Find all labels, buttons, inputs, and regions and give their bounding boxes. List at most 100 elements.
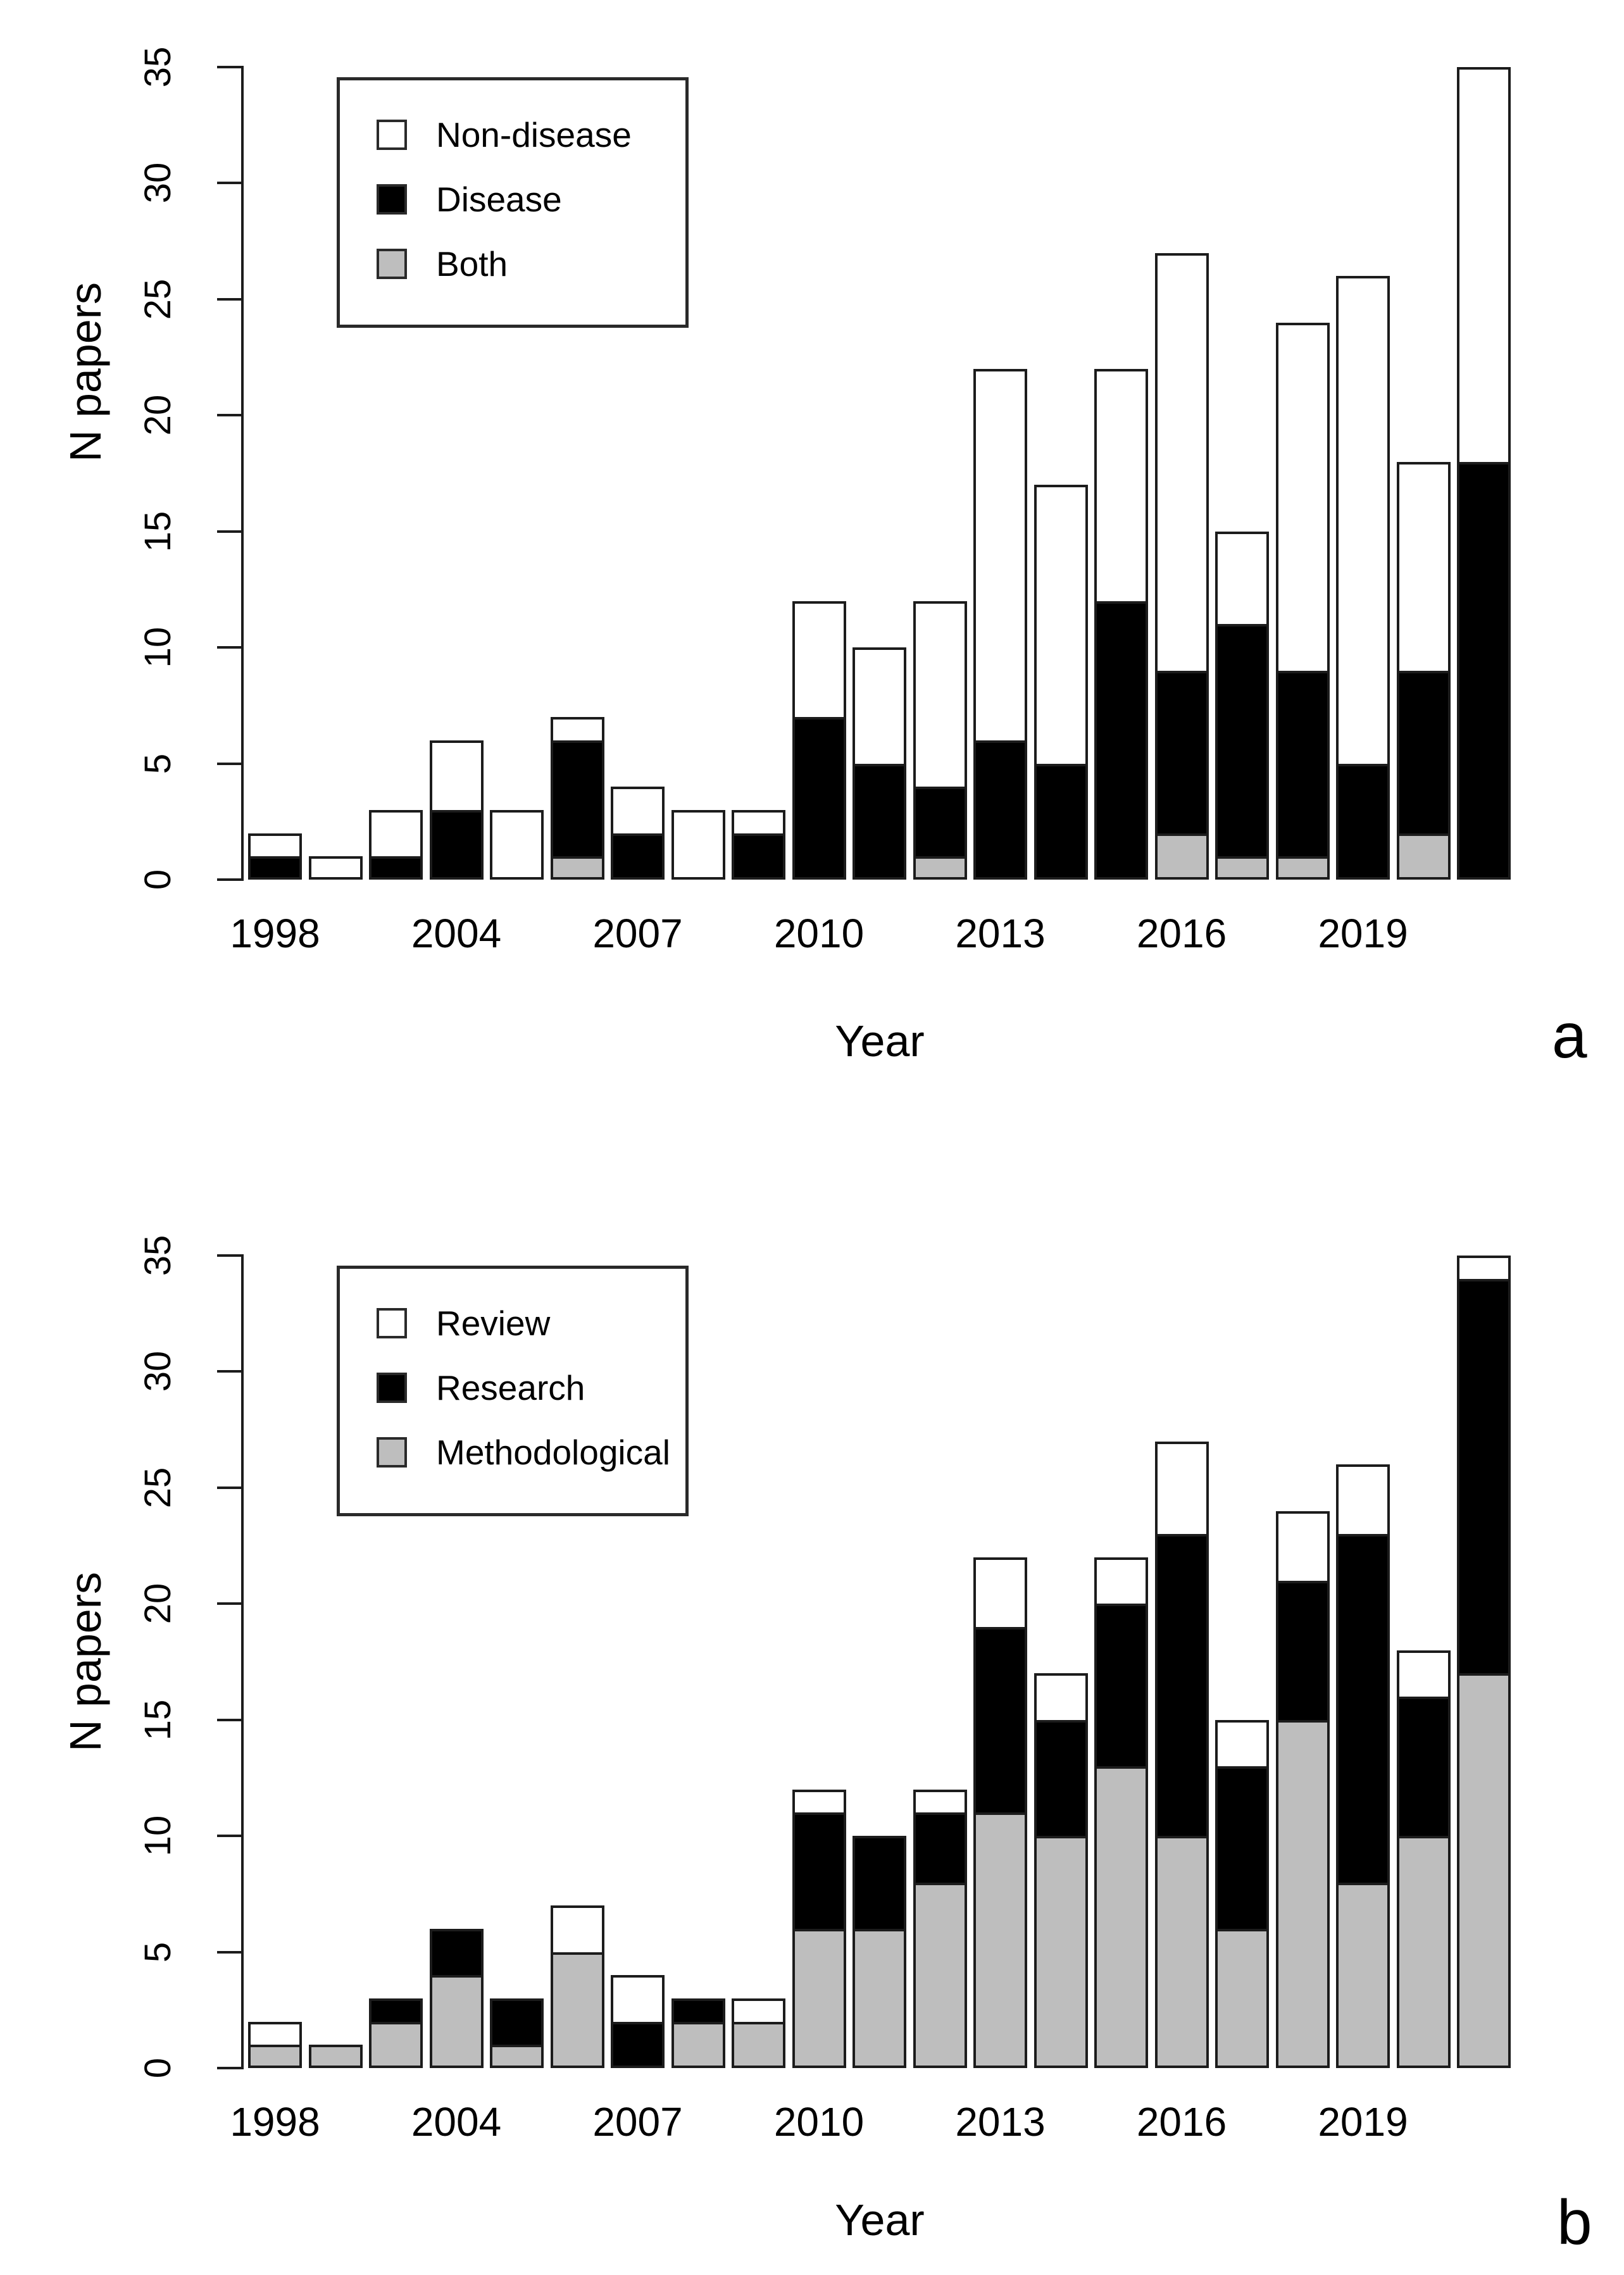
legend-swatch-disease xyxy=(377,184,407,215)
bar-segment-methodological xyxy=(671,2021,725,2068)
x-tick-label: 2004 xyxy=(411,2099,502,2145)
bar-segment-review xyxy=(1094,1557,1148,1607)
legend-a: Non-disease Disease Both xyxy=(337,77,689,328)
bar-segment-non-disease xyxy=(1396,461,1451,673)
bar-segment-review xyxy=(611,1975,665,2024)
bar-segment-methodological xyxy=(792,1928,846,2068)
bar-segment-research xyxy=(369,1998,423,2024)
bar-segment-research xyxy=(490,1998,544,2048)
legend-swatch-both xyxy=(377,249,407,279)
y-tick-mark xyxy=(217,414,244,417)
bar-segment-non-disease xyxy=(1034,485,1088,766)
y-tick-mark xyxy=(217,182,244,185)
bar-segment-non-disease xyxy=(853,647,906,766)
bar-segment-research xyxy=(1154,1534,1209,1839)
x-tick-label: 2007 xyxy=(592,911,683,956)
bar-segment-methodological xyxy=(913,1882,967,2068)
bar-segment-disease xyxy=(1396,670,1451,836)
bar-segment-non-disease xyxy=(913,601,967,790)
y-axis-line xyxy=(241,66,244,881)
legend-swatch-methodological xyxy=(377,1437,407,1468)
bar-segment-non-disease xyxy=(308,856,363,880)
bar-segment-disease xyxy=(369,856,423,880)
bar-segment-research xyxy=(1275,1580,1330,1723)
bar-segment-disease xyxy=(1154,670,1209,836)
y-tick-mark xyxy=(217,66,244,68)
y-tick-label: 35 xyxy=(137,1235,178,1276)
bar-segment-research xyxy=(1034,1719,1088,1839)
bar-segment-review xyxy=(1275,1511,1330,1583)
y-tick-label: 35 xyxy=(137,46,178,88)
y-tick-mark xyxy=(217,762,244,765)
bar-segment-review xyxy=(1457,1256,1511,1281)
bar-segment-review xyxy=(792,1789,846,1816)
x-tick-label: 1998 xyxy=(230,2099,320,2145)
y-axis-title-b: N papers xyxy=(61,1571,110,1752)
y-tick-label: 10 xyxy=(137,1815,178,1857)
y-tick-mark xyxy=(217,1486,244,1489)
legend-item: Review xyxy=(377,1300,679,1346)
bar-segment-review xyxy=(248,2021,302,2048)
bar-segment-non-disease xyxy=(611,787,665,836)
legend-item: Methodological xyxy=(377,1430,679,1475)
legend-label: Methodological xyxy=(436,1433,670,1472)
bar-segment-disease xyxy=(1275,670,1330,859)
y-tick-label: 25 xyxy=(137,278,178,320)
y-tick-mark xyxy=(217,878,244,881)
bar-segment-methodological xyxy=(973,1812,1027,2068)
x-tick-label: 2004 xyxy=(411,911,502,956)
bar-segment-disease xyxy=(1094,601,1148,880)
bar-segment-non-disease xyxy=(550,717,604,743)
bar-segment-non-disease xyxy=(671,809,725,880)
x-tick-label: 2013 xyxy=(955,2099,1046,2145)
bar-segment-both xyxy=(550,856,604,880)
bar-segment-research xyxy=(1457,1278,1511,1676)
bar-segment-non-disease xyxy=(732,809,785,836)
bar-segment-research xyxy=(792,1812,846,1931)
bar-segment-review xyxy=(1034,1673,1088,1723)
bar-segment-methodological xyxy=(490,2045,544,2068)
bar-segment-methodological xyxy=(1457,1673,1511,2068)
bar-segment-both xyxy=(1275,856,1330,880)
bar-segment-disease xyxy=(973,740,1027,880)
bar-segment-methodological xyxy=(308,2045,363,2068)
y-tick-mark xyxy=(217,646,244,649)
legend-swatch-review xyxy=(377,1308,407,1338)
bar-segment-non-disease xyxy=(792,601,846,720)
bar-segment-methodological xyxy=(1094,1766,1148,2068)
y-tick-mark xyxy=(217,297,244,301)
bar-segment-methodological xyxy=(1034,1836,1088,2068)
bar-segment-research xyxy=(1215,1766,1269,1931)
bar-segment-both xyxy=(1215,856,1269,880)
panel-letter-a: a xyxy=(1552,1000,1587,1071)
bar-segment-methodological xyxy=(429,1975,484,2068)
legend-item: Both xyxy=(377,241,679,287)
bar-segment-disease xyxy=(1215,624,1269,859)
bar-segment-research xyxy=(671,1998,725,2024)
legend-swatch-research xyxy=(377,1373,407,1403)
bar-segment-research xyxy=(913,1812,967,1885)
x-axis-title-b: Year xyxy=(835,2195,925,2245)
x-tick-label: 2019 xyxy=(1318,911,1408,956)
bar-segment-both xyxy=(913,856,967,880)
plot-area-b: 0 5 10 15 20 25 30 35 1998 2004 2007 2010 2013 2016 20… xyxy=(137,1235,1513,2145)
bar-segment-methodological xyxy=(1215,1928,1269,2068)
y-tick-label: 0 xyxy=(137,869,178,890)
bar-segment-research xyxy=(611,2021,665,2068)
bar-segment-methodological xyxy=(369,2021,423,2068)
bar-segment-research xyxy=(1396,1697,1451,1839)
bar-segment-non-disease xyxy=(973,368,1027,743)
bar-segment-research xyxy=(1336,1534,1390,1885)
y-tick-label: 30 xyxy=(137,1351,178,1392)
bar-segment-research xyxy=(429,1928,484,1978)
bar-segment-disease xyxy=(913,787,967,859)
y-tick-label: 15 xyxy=(137,511,178,552)
legend-label: Review xyxy=(436,1304,551,1343)
bar-segment-research xyxy=(973,1626,1027,1816)
bar-segment-disease xyxy=(550,740,604,859)
legend-label: Both xyxy=(436,244,508,284)
bar-segment-non-disease xyxy=(1154,252,1209,673)
x-tick-label: 2007 xyxy=(592,2099,683,2145)
bar-segment-methodological xyxy=(1154,1836,1209,2068)
